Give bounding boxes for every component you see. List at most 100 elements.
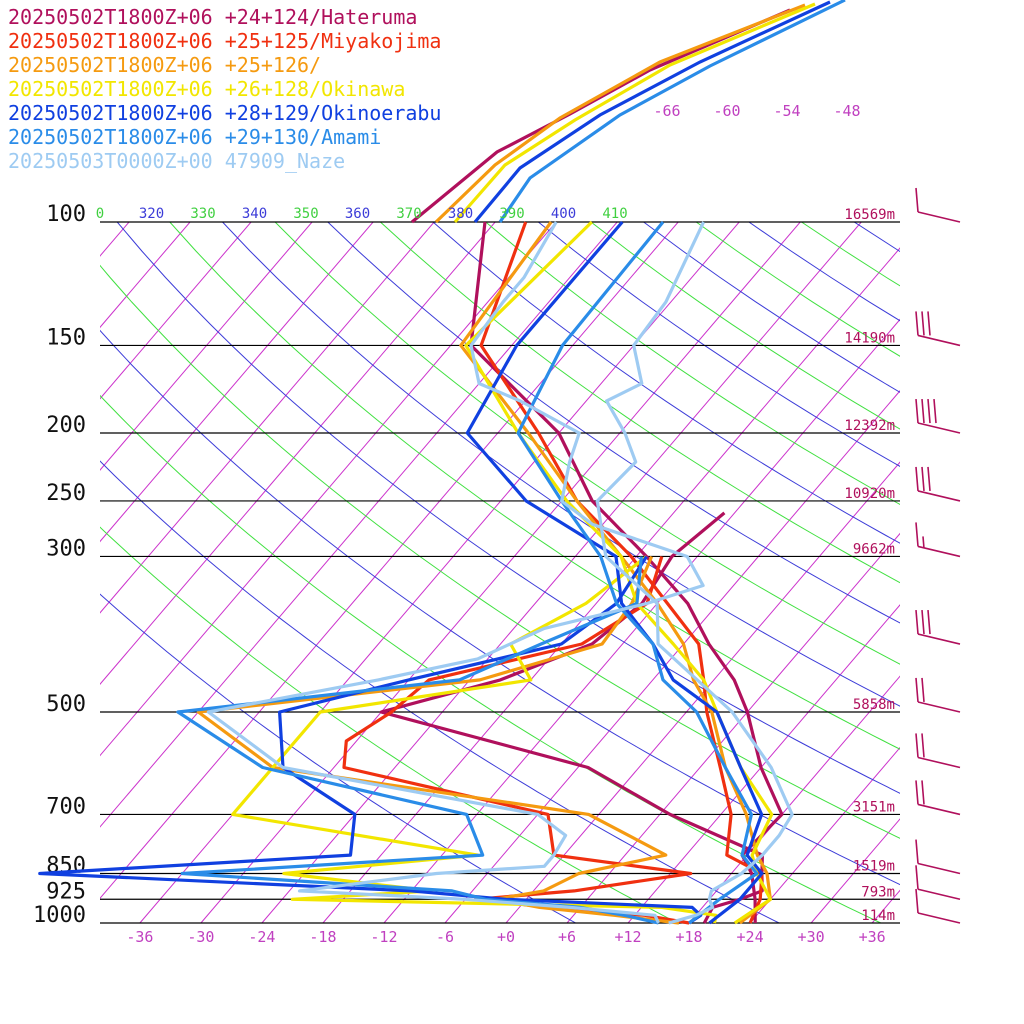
legend-entry: 20250502T1800Z+06 +25+125/Miyakojima: [8, 29, 441, 53]
isotherm-line: [505, 461, 900, 924]
x-tick-label: +0: [497, 928, 515, 946]
sounding-line-extension: [498, 0, 846, 223]
isotherm-line: [749, 746, 900, 924]
temperature-axis: -36 -30 -24 -18 -12 -6 +0 +6 +12 +18 +24 +30 +36: [126, 928, 885, 946]
pressure-label: 500: [46, 692, 86, 717]
isotherm-line: [100, 222, 557, 757]
isotherm-line: [100, 222, 435, 614]
wind-barb: [915, 839, 961, 875]
isotherm-line: [444, 390, 900, 924]
wind-barb: [915, 780, 961, 816]
theta-label: 320: [139, 206, 164, 222]
x-tick-label: +30: [798, 928, 825, 946]
dry-adiabat-line: [537, 222, 900, 467]
height-label: 5858m: [853, 697, 895, 713]
pressure-label: 200: [46, 413, 86, 438]
moist-adiabat-line: [907, 222, 1024, 923]
theta-label: 360: [345, 206, 370, 222]
moist-adiabat-line: [695, 222, 900, 357]
isotherm-label: -48: [833, 102, 860, 120]
legend-entry: 20250502T1800Z+06 +25+126/: [8, 53, 321, 77]
wind-barb: [915, 398, 961, 434]
theta-label: 370: [396, 206, 421, 222]
x-tick-label: +36: [859, 928, 886, 946]
moist-adiabat-line: [485, 222, 900, 506]
moist-adiabat-line: [801, 222, 900, 287]
pressure-label: 250: [46, 481, 86, 506]
sounding-line: [595, 221, 794, 925]
moist-adiabat-line: [380, 222, 900, 584]
isotherm-line: [688, 675, 900, 924]
wind-barbs: [915, 187, 961, 924]
x-tick-label: -18: [309, 928, 336, 946]
theta-label: 390: [499, 206, 524, 222]
wind-barb: [915, 311, 961, 347]
wind-barb: [915, 187, 961, 223]
legend-entry: 20250502T1800Z+06 +24+124/Hateruma: [8, 5, 417, 29]
wind-barb: [915, 466, 961, 502]
height-label: 9662m: [853, 541, 895, 557]
height-label: 12392m: [844, 418, 895, 434]
dry-adiabat-line: [432, 222, 900, 544]
chart-labels: -66 -60 -54 -48 0 320 330 340 350 360 370 380 390 400…: [96, 102, 861, 222]
dry-adiabat-line: [100, 329, 900, 886]
dry-adiabat-line: [853, 222, 900, 253]
isotherm-line: [100, 222, 374, 543]
isotherm-line: [100, 222, 313, 471]
isotherm-line: [566, 532, 900, 924]
pressure-label: 925: [46, 879, 86, 904]
height-label: 114m: [861, 908, 895, 924]
wind-barb: [915, 888, 961, 924]
isotherm-line: [200, 222, 801, 924]
pressure-levels: 100 16569m 150 14190m 200 12392m 250 10920m 300 9…: [33, 202, 900, 928]
theta-label: 400: [551, 206, 576, 222]
wind-barb: [915, 609, 961, 645]
pressure-label: 100: [46, 202, 86, 227]
isotherm-line: [383, 318, 900, 924]
isotherm-label: -66: [653, 102, 680, 120]
legend-entry: 20250502T1800Z+06 +28+129/Okinoerabu: [8, 101, 441, 125]
theta-label: 0: [96, 206, 104, 222]
theta-label: 340: [242, 206, 267, 222]
height-label: 16569m: [844, 207, 895, 223]
sounding-line: [38, 555, 703, 925]
legend-entry: 20250502T1800Z+06 +26+128/Okinawa: [8, 77, 405, 101]
pressure-label: 300: [46, 536, 86, 561]
legend-entry: 20250502T1800Z+06 +29+130/Amami: [8, 125, 381, 149]
x-tick-label: -6: [436, 928, 454, 946]
sounding-line: [516, 220, 759, 925]
isotherm-label: -60: [713, 102, 740, 120]
sounding-line: [465, 220, 764, 925]
height-label: 793m: [861, 884, 895, 900]
legend: 20250502T1800Z+06 +24+124/Hateruma202505…: [8, 5, 441, 173]
sounding-profiles: [38, 0, 846, 925]
isotherm-lines: [0, 222, 900, 924]
height-label: 1519m: [853, 859, 895, 875]
x-tick-label: -36: [126, 928, 153, 946]
isotherm-line: [627, 604, 900, 924]
moist-adiabat-lines: [100, 222, 1024, 924]
theta-label: 350: [293, 206, 318, 222]
theta-label: 330: [190, 206, 215, 222]
x-tick-label: -12: [370, 928, 397, 946]
x-tick-label: +12: [614, 928, 641, 946]
height-label: 14190m: [844, 330, 895, 346]
isotherm-line: [871, 889, 900, 924]
sounding-line: [459, 221, 773, 925]
wind-barb: [915, 522, 961, 558]
x-tick-label: -30: [187, 928, 214, 946]
sounding-line: [206, 221, 705, 924]
isotherm-line: [261, 222, 862, 924]
dry-adiabat-line: [643, 222, 900, 393]
isotherm-line: [139, 222, 740, 924]
pressure-label: 700: [46, 794, 86, 819]
wind-barb: [915, 677, 961, 713]
sounding-line-extension: [473, 0, 831, 224]
isotherm-line: [0, 222, 7, 923]
dry-adiabat-line: [960, 222, 1024, 923]
dry-adiabat-lines: [100, 222, 1024, 924]
pressure-label: 1000: [33, 903, 86, 928]
pressure-label: 150: [46, 325, 86, 350]
